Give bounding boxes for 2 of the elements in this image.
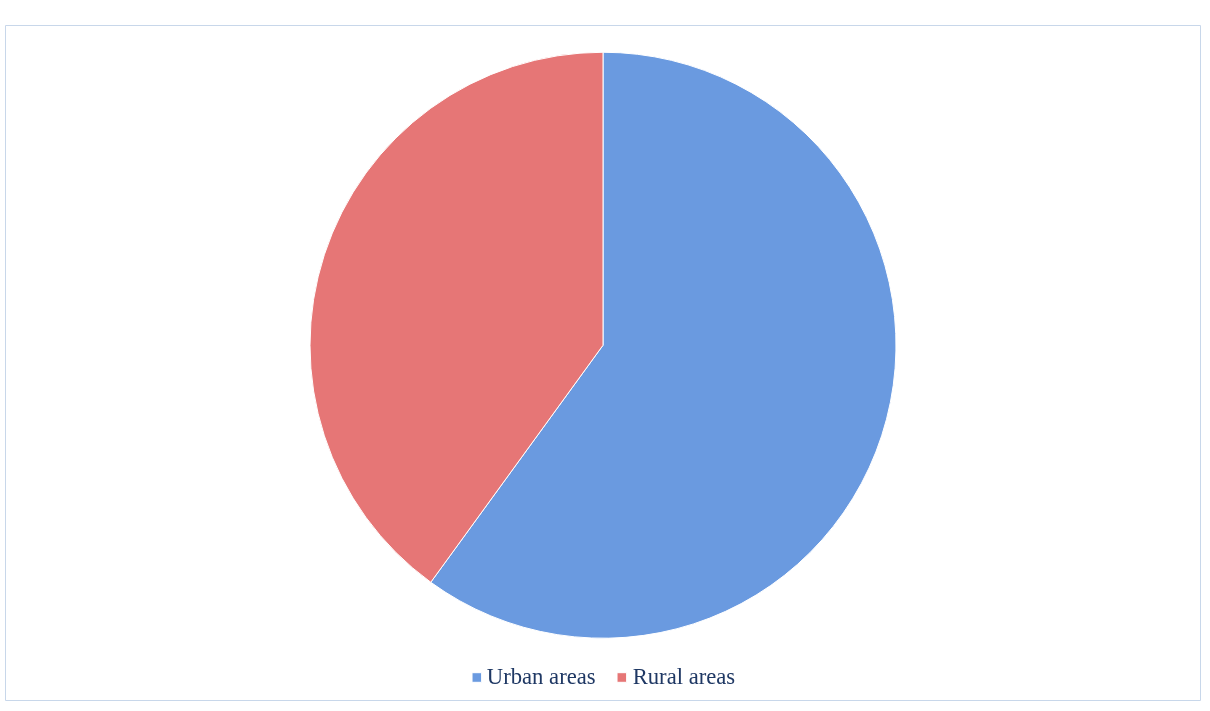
legend-label: Rural areas (632, 664, 736, 690)
legend-label: Urban areas (486, 664, 596, 690)
